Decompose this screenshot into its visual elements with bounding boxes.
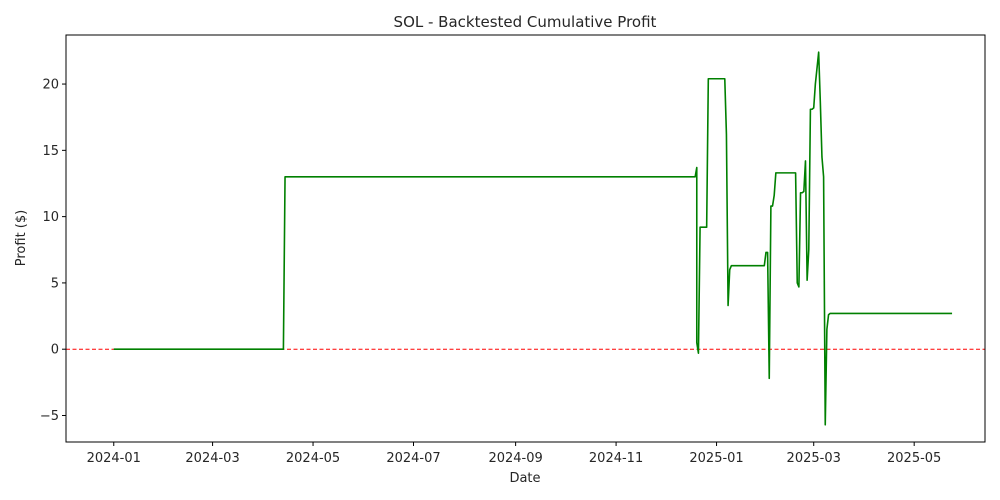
plot-frame xyxy=(65,34,986,443)
x-tick-label: 2024-09 xyxy=(488,451,542,466)
x-axis: 2024-01 2024-03 2024-05 2024-07 2024-09 2024-… xyxy=(87,442,941,466)
y-axis: −5 0 5 10 15 20 xyxy=(40,78,66,424)
x-tick-label: 2025-03 xyxy=(787,451,841,466)
y-axis-label: Profit ($) xyxy=(14,210,29,266)
y-tick-label: 20 xyxy=(42,78,59,93)
x-tick-label: 2024-11 xyxy=(589,451,643,466)
profit-series-line xyxy=(113,51,953,426)
x-tick-label: 2025-01 xyxy=(689,451,743,466)
y-tick-label: 10 xyxy=(42,210,59,225)
y-tick-label: 15 xyxy=(42,144,59,159)
y-tick-label: 5 xyxy=(51,276,59,291)
x-tick-label: 2024-05 xyxy=(286,451,340,466)
x-tick-label: 2024-07 xyxy=(386,451,440,466)
series-layer xyxy=(113,51,953,426)
plot-background xyxy=(66,35,985,442)
chart-title: SOL - Backtested Cumulative Profit xyxy=(394,13,657,31)
x-tick-label: 2024-01 xyxy=(87,451,141,466)
y-tick-label: 0 xyxy=(51,343,59,358)
x-tick-label: 2025-05 xyxy=(887,451,941,466)
y-tick-label: −5 xyxy=(40,409,59,424)
x-tick-label: 2024-03 xyxy=(185,451,239,466)
x-axis-label: Date xyxy=(509,471,540,486)
